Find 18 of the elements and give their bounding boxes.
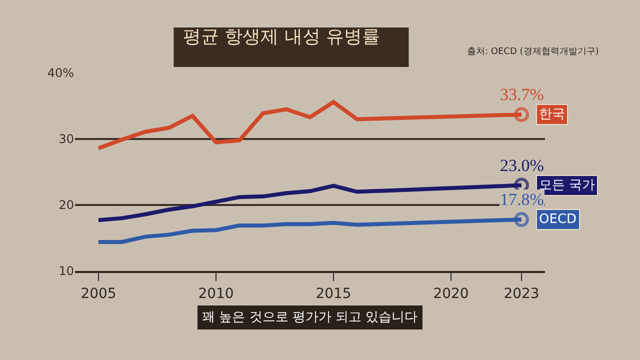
series-label: OECD [539,212,577,227]
x-tick-label: 2020 [433,286,469,302]
y-tick-label: 30 [58,132,74,146]
y-tick-label: 10 [58,264,74,278]
chart-title: 평균 항생제 내성 유병률 [183,26,380,48]
series-label: 모든 국가 [539,178,596,193]
source-note: 출처: OECD (경제협력개발기구) [467,47,599,57]
series-label: 한국 [539,107,565,122]
y-tick-label: 20 [58,198,74,212]
text: 꽤 높은 것으로 평가가 되고 있습니다 [202,310,418,325]
x-tick-label: 2023 [504,286,540,302]
x-tick-label: 2010 [198,286,234,302]
data-label: 33.7% [500,85,544,104]
data-label: 17.8% [500,190,544,209]
x-tick-label: 2005 [80,286,116,302]
x-tick-label: 2015 [316,286,352,302]
data-label: 23.0% [500,156,544,175]
y-tick-label: 40% [47,66,74,80]
